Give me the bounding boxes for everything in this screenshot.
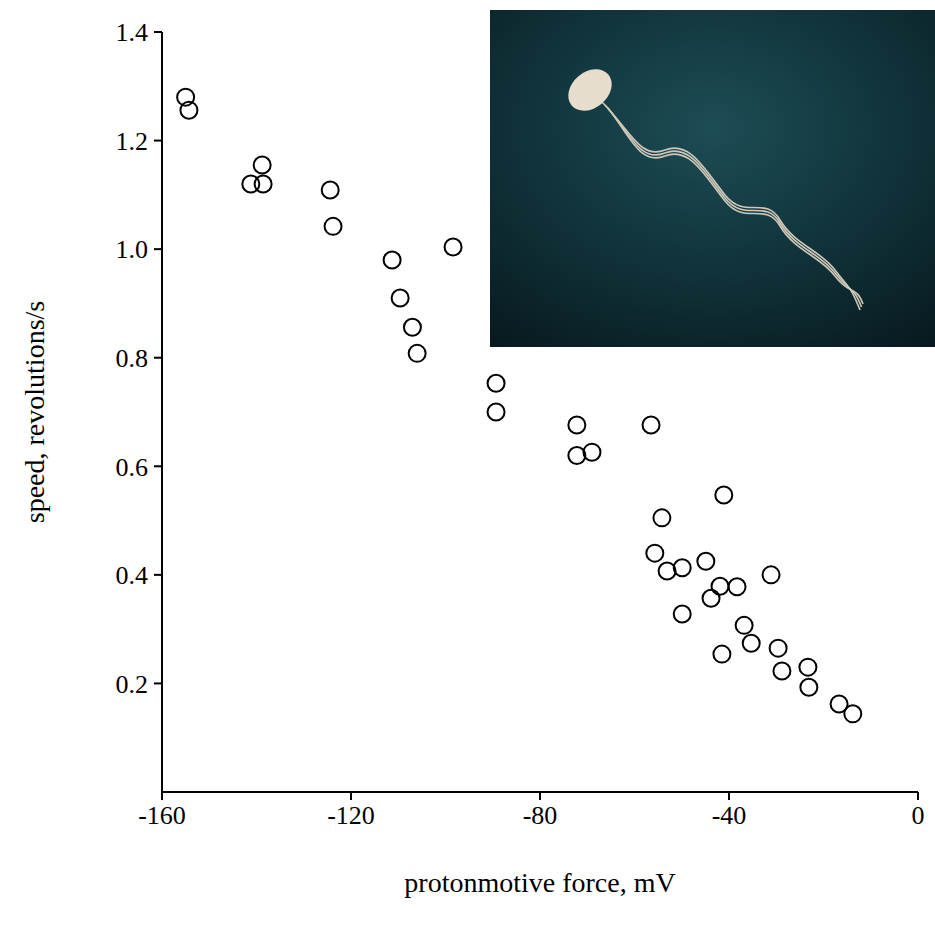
svg-text:speed, revolutions/s: speed, revolutions/s bbox=[19, 301, 50, 523]
svg-text:0.8: 0.8 bbox=[116, 344, 149, 373]
svg-text:0.4: 0.4 bbox=[116, 561, 149, 590]
svg-text:-120: -120 bbox=[327, 801, 375, 830]
svg-text:-40: -40 bbox=[712, 801, 747, 830]
svg-text:-80: -80 bbox=[523, 801, 558, 830]
svg-text:1.2: 1.2 bbox=[116, 127, 149, 156]
svg-text:0: 0 bbox=[912, 801, 925, 830]
svg-text:protonmotive force, mV: protonmotive force, mV bbox=[404, 867, 675, 898]
svg-text:0.6: 0.6 bbox=[116, 453, 149, 482]
svg-text:1.4: 1.4 bbox=[116, 18, 149, 47]
svg-text:1.0: 1.0 bbox=[116, 235, 149, 264]
svg-text:-160: -160 bbox=[138, 801, 186, 830]
svg-text:0.2: 0.2 bbox=[116, 670, 149, 699]
